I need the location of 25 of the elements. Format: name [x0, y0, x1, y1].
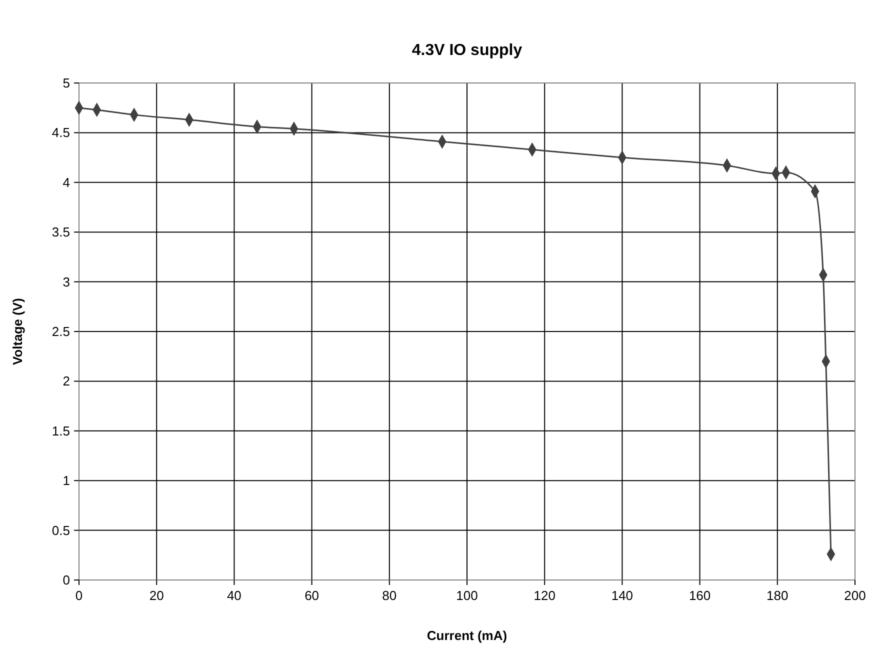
y-tick-label: 1 [62, 473, 70, 488]
y-tick-label: 3 [62, 274, 70, 290]
y-tick-label: 2.5 [52, 324, 70, 339]
x-tick-label: 180 [766, 588, 788, 603]
y-tick-label: 0 [62, 572, 70, 588]
y-tick-label: 1.5 [52, 423, 70, 438]
x-axis-title: Current (mA) [426, 628, 508, 643]
x-tick-label: 120 [534, 588, 556, 603]
x-tick-label: 80 [382, 588, 397, 603]
y-tick-label: 5 [62, 76, 70, 90]
x-tick-label: 60 [304, 588, 320, 603]
x-tick-label: 0 [75, 588, 83, 603]
x-tick-label: 160 [688, 588, 711, 603]
y-tick-label: 4 [62, 174, 70, 190]
y-tick-label: 2 [62, 374, 70, 389]
x-tick-label: 200 [844, 588, 866, 603]
y-tick-label: 4.5 [52, 125, 70, 140]
chart-title: 4.3V IO supply [412, 42, 522, 59]
y-tick-label: 0.5 [52, 522, 70, 538]
y-axis-title: Voltage (V) [10, 298, 25, 365]
x-tick-label: 100 [456, 588, 478, 603]
x-tick-label: 140 [611, 588, 634, 603]
x-tick-label: 20 [149, 588, 164, 603]
y-tick-label: 3.5 [52, 224, 70, 240]
x-tick-label: 40 [226, 588, 242, 603]
